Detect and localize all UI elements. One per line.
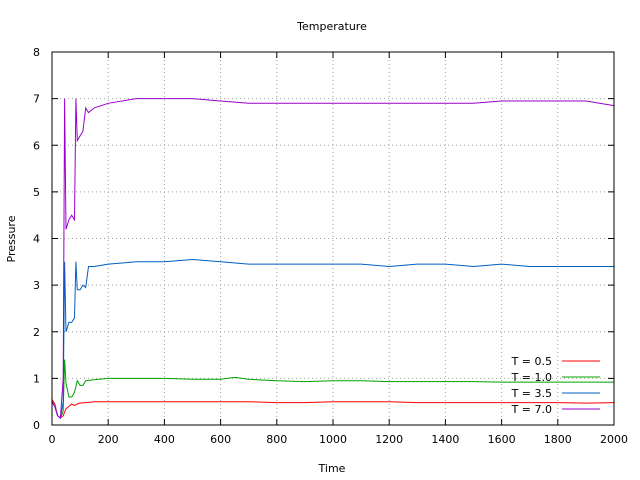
series-line-4 [51,98,615,420]
series-line-2 [51,359,614,419]
x-tick-label: 2000 [600,433,628,446]
x-tick-label: 0 [49,433,56,446]
series-line-1 [51,399,615,419]
y-tick-label: 0 [33,419,40,432]
x-tick-label: 200 [98,433,119,446]
series-lines [51,98,615,420]
y-tick-label: 4 [33,233,40,246]
y-axis-label: Pressure [5,215,18,262]
axis-ticks: 0 200 400 600 800 1000 1200 1400 1600 1800 2000 0 1 2… [33,46,628,446]
y-tick-label: 1 [33,372,40,385]
legend-label: T = 0.5 [511,355,552,368]
y-tick-label: 8 [33,46,40,59]
x-tick-label: 1600 [488,433,516,446]
x-tick-label: 1000 [319,433,347,446]
grid [52,52,614,425]
y-tick-label: 7 [33,93,40,106]
legend-label: T = 3.5 [511,387,552,400]
x-tick-label: 800 [266,433,287,446]
legend-label: T = 7.0 [511,403,552,416]
x-tick-label: 400 [154,433,175,446]
series-line-3 [51,258,614,419]
x-axis-label: Time [318,462,346,475]
plot-frame [51,51,615,426]
x-tick-label: 1800 [544,433,572,446]
legend-label: T = 1.0 [511,371,552,384]
chart-title: Temperature [296,20,367,33]
legend: T = 0.5 T = 1.0 T = 3.5 T = 7.0 [511,355,600,416]
y-tick-label: 3 [33,279,40,292]
y-tick-label: 2 [33,326,40,339]
x-tick-label: 1200 [375,433,403,446]
y-tick-label: 6 [33,139,40,152]
x-tick-label: 600 [210,433,231,446]
x-tick-label: 1400 [431,433,459,446]
y-tick-label: 5 [33,186,40,199]
